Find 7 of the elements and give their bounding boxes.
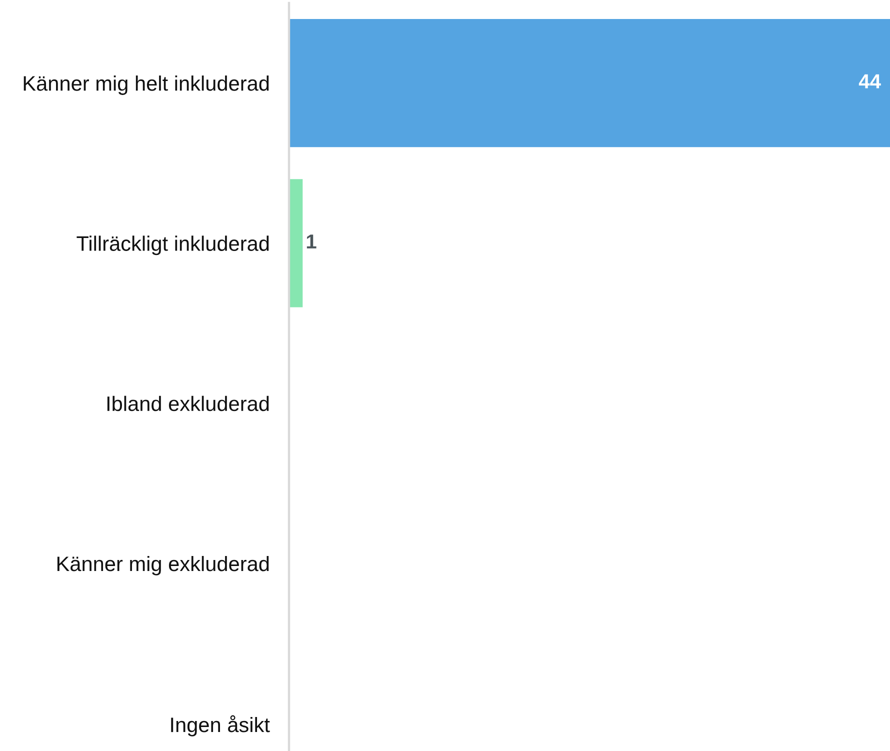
- y-tick-label: Ingen åsikt: [171, 715, 270, 736]
- y-tick-label: Känner mig exkluderad: [57, 556, 269, 576]
- data-label: 1: [306, 234, 316, 248]
- y-tick-label: Känner mig helt inkluderad: [24, 76, 269, 95]
- data-label: 44: [858, 74, 881, 88]
- y-tick-label: Ibland exkluderad: [107, 396, 269, 412]
- y-tick-label: Tillräckligt inkluderad: [76, 236, 269, 256]
